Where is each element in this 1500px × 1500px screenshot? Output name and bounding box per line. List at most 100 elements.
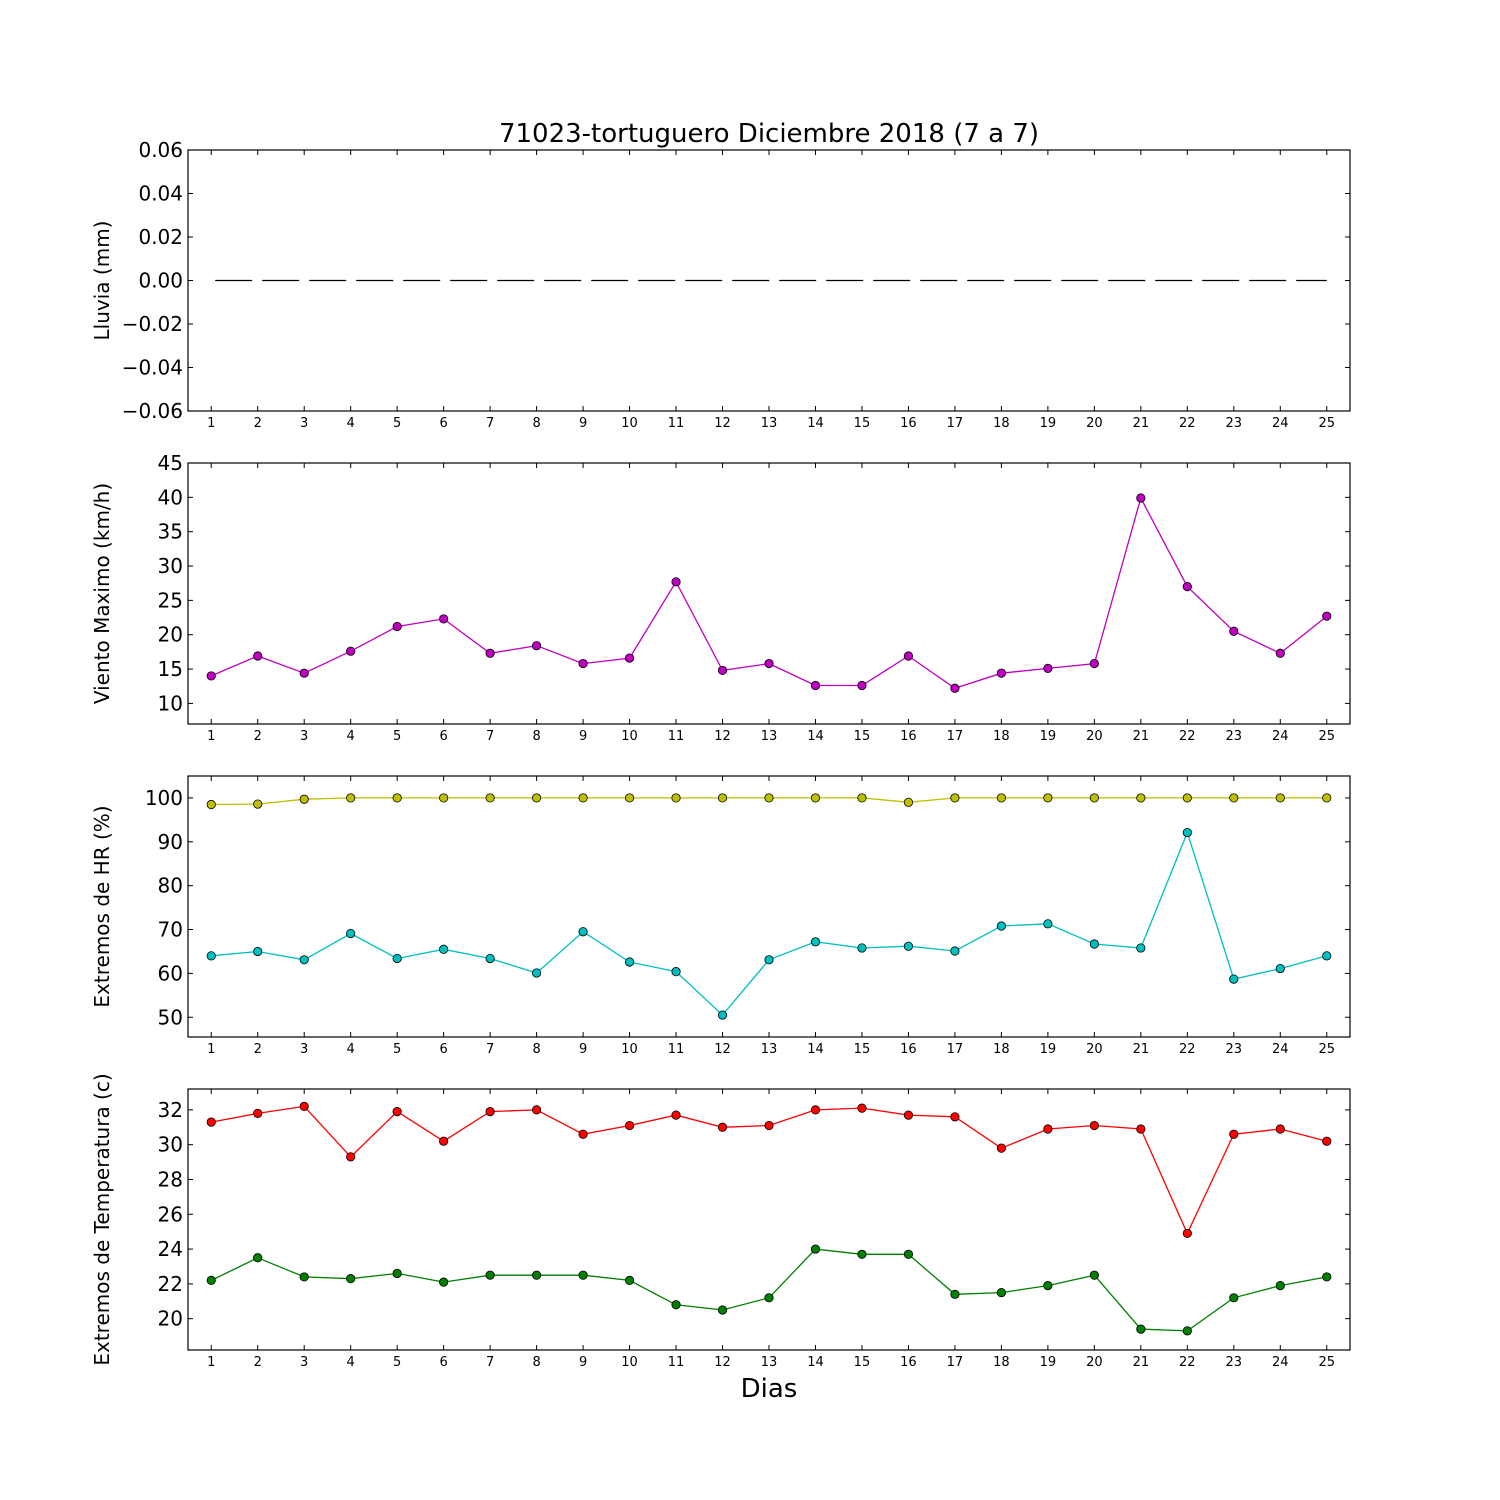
x-tick-label-lluvia: 1 bbox=[207, 416, 215, 431]
data-point-hr-1 bbox=[346, 793, 356, 803]
data-point-viento-1 bbox=[903, 651, 914, 661]
x-tick-label-viento: 2 bbox=[254, 729, 262, 744]
data-point-temperatura-1 bbox=[950, 1112, 960, 1122]
x-tick-label-temperatura: 6 bbox=[439, 1355, 447, 1370]
x-tick-label-temperatura: 24 bbox=[1272, 1355, 1289, 1370]
y-tick-label-lluvia: 0.02 bbox=[138, 225, 183, 249]
x-tick-label-temperatura: 5 bbox=[393, 1355, 401, 1370]
x-tick-label-viento: 10 bbox=[621, 729, 638, 744]
data-point-temperatura-1 bbox=[578, 1129, 588, 1139]
data-point-hr-1 bbox=[1182, 793, 1192, 803]
x-tick-label-temperatura: 9 bbox=[579, 1355, 587, 1370]
y-tick-label-viento: 25 bbox=[158, 588, 183, 612]
x-tick-label-viento: 24 bbox=[1272, 729, 1289, 744]
chart-title: 71023-tortuguero Diciembre 2018 (7 a 7) bbox=[499, 119, 1039, 149]
data-point-temperatura-2 bbox=[1089, 1270, 1099, 1280]
y-tick-label-viento: 40 bbox=[158, 485, 183, 509]
data-point-temperatura-1 bbox=[857, 1103, 867, 1113]
data-point-hr-1 bbox=[1089, 793, 1099, 803]
y-axis-label-temperatura: Extremos de Temperatura (c) bbox=[90, 1073, 114, 1365]
x-tick-label-lluvia: 5 bbox=[393, 416, 401, 431]
y-tick-label-lluvia: 0.04 bbox=[138, 182, 183, 206]
data-point-temperatura-2 bbox=[346, 1274, 356, 1284]
data-point-hr-1 bbox=[671, 793, 681, 803]
data-point-temperatura-1 bbox=[299, 1101, 309, 1112]
y-tick-label-lluvia: 0.00 bbox=[138, 269, 183, 293]
data-point-temperatura-2 bbox=[810, 1244, 821, 1254]
y-tick-label-temperatura: 30 bbox=[158, 1133, 183, 1157]
data-point-hr-2 bbox=[1229, 974, 1239, 984]
data-point-temperatura-2 bbox=[253, 1253, 263, 1263]
x-tick-label-hr: 15 bbox=[854, 1042, 871, 1057]
x-tick-label-hr: 10 bbox=[621, 1042, 638, 1057]
data-point-temperatura-2 bbox=[671, 1300, 681, 1310]
data-point-temperatura-2 bbox=[1229, 1293, 1239, 1303]
data-point-temperatura-2 bbox=[392, 1268, 402, 1279]
data-point-viento-1 bbox=[764, 658, 774, 669]
data-point-temperatura-2 bbox=[299, 1272, 309, 1282]
x-tick-label-hr: 20 bbox=[1086, 1042, 1103, 1057]
x-tick-label-hr: 5 bbox=[393, 1042, 401, 1057]
data-point-hr-1 bbox=[950, 793, 960, 803]
x-tick-label-temperatura: 4 bbox=[347, 1355, 355, 1370]
y-tick-label-hr: 90 bbox=[158, 830, 183, 854]
y-tick-label-temperatura: 32 bbox=[158, 1098, 183, 1122]
data-point-hr-1 bbox=[1229, 793, 1239, 803]
x-tick-label-lluvia: 20 bbox=[1086, 416, 1103, 431]
x-tick-label-viento: 17 bbox=[947, 729, 964, 744]
data-point-hr-2 bbox=[903, 941, 914, 951]
x-tick-label-lluvia: 21 bbox=[1133, 416, 1150, 431]
x-tick-label-hr: 6 bbox=[439, 1042, 447, 1057]
data-point-temperatura-1 bbox=[206, 1117, 216, 1127]
x-tick-label-hr: 2 bbox=[254, 1042, 262, 1057]
x-tick-label-lluvia: 2 bbox=[254, 416, 262, 431]
x-tick-label-temperatura: 1 bbox=[207, 1355, 215, 1370]
y-tick-label-lluvia: 0.06 bbox=[138, 138, 183, 162]
x-tick-label-hr: 8 bbox=[532, 1042, 540, 1057]
data-point-temperatura-1 bbox=[253, 1108, 263, 1118]
data-point-temperatura-2 bbox=[903, 1249, 914, 1259]
data-point-viento-1 bbox=[857, 680, 867, 691]
panel-lluvia: 0.060.040.020.00−0.02−0.04−0.061 2 3 4 5 6 7 8 9… bbox=[90, 138, 1351, 431]
x-tick-label-temperatura: 18 bbox=[993, 1355, 1010, 1370]
data-point-temperatura-1 bbox=[717, 1122, 728, 1132]
x-tick-label-lluvia: 11 bbox=[668, 416, 685, 431]
x-tick-label-temperatura: 12 bbox=[714, 1355, 731, 1370]
data-point-viento-1 bbox=[950, 683, 960, 693]
data-point-hr-2 bbox=[1182, 827, 1192, 838]
data-point-hr-2 bbox=[206, 951, 216, 961]
data-point-viento-1 bbox=[439, 614, 449, 624]
data-point-temperatura-2 bbox=[996, 1287, 1007, 1298]
y-tick-label-hr: 80 bbox=[158, 874, 183, 898]
x-tick-label-viento: 5 bbox=[393, 729, 401, 744]
data-point-viento-1 bbox=[1136, 493, 1146, 503]
x-tick-label-lluvia: 3 bbox=[300, 416, 308, 431]
x-tick-label-temperatura: 19 bbox=[1040, 1355, 1057, 1370]
x-tick-label-temperatura: 25 bbox=[1318, 1355, 1335, 1370]
data-point-temperatura-2 bbox=[578, 1270, 588, 1280]
data-point-temperatura-2 bbox=[764, 1293, 774, 1303]
x-tick-label-lluvia: 9 bbox=[579, 416, 587, 431]
x-tick-label-temperatura: 22 bbox=[1179, 1355, 1196, 1370]
data-point-hr-2 bbox=[439, 944, 449, 954]
data-point-viento-1 bbox=[671, 577, 681, 587]
x-tick-label-lluvia: 19 bbox=[1040, 416, 1057, 431]
data-point-temperatura-1 bbox=[903, 1110, 914, 1120]
data-point-temperatura-2 bbox=[1043, 1281, 1053, 1291]
data-point-temperatura-1 bbox=[1089, 1120, 1099, 1131]
data-point-hr-2 bbox=[717, 1010, 728, 1020]
x-tick-label-viento: 14 bbox=[807, 729, 824, 744]
y-tick-label-viento: 20 bbox=[158, 623, 183, 647]
data-point-temperatura-1 bbox=[531, 1105, 542, 1115]
data-point-temperatura-2 bbox=[1322, 1272, 1332, 1282]
x-tick-label-temperatura: 20 bbox=[1086, 1355, 1103, 1370]
x-tick-label-hr: 13 bbox=[761, 1042, 778, 1057]
data-point-hr-1 bbox=[717, 793, 728, 803]
y-tick-label-temperatura: 28 bbox=[158, 1167, 183, 1191]
x-tick-label-hr: 9 bbox=[579, 1042, 587, 1057]
x-tick-label-hr: 18 bbox=[993, 1042, 1010, 1057]
data-point-hr-1 bbox=[996, 793, 1007, 803]
x-tick-label-viento: 19 bbox=[1040, 729, 1057, 744]
x-tick-label-viento: 18 bbox=[993, 729, 1010, 744]
